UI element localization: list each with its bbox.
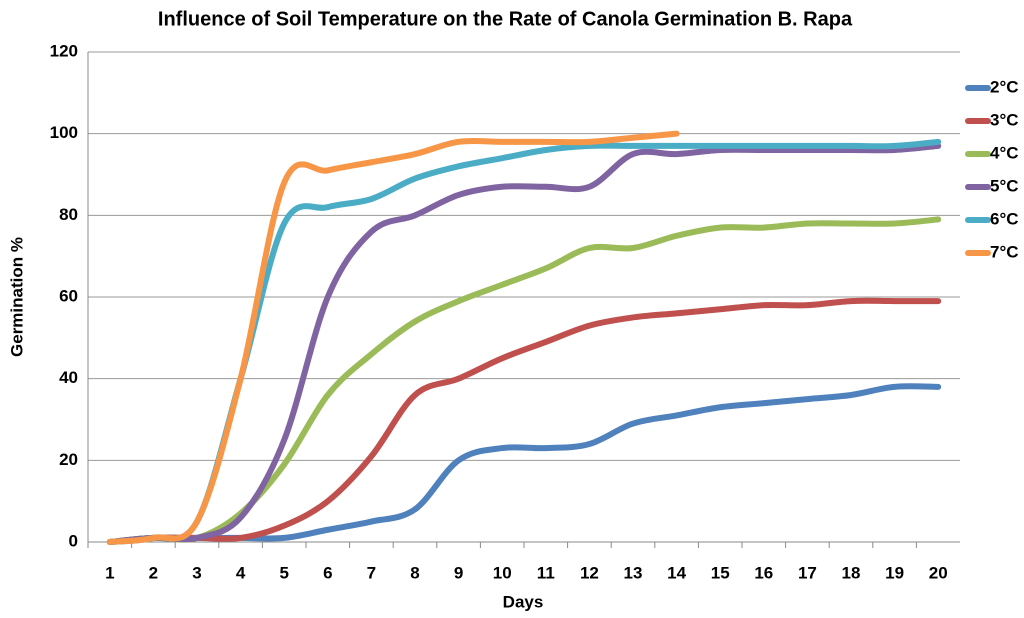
y-tick-label: 60 bbox=[59, 286, 78, 305]
chart-title: Influence of Soil Temperature on the Rat… bbox=[158, 8, 853, 30]
x-tick-label: 11 bbox=[537, 563, 555, 582]
x-tick-label: 10 bbox=[493, 563, 512, 582]
series-line bbox=[106, 297, 942, 545]
x-tick-label: 1 bbox=[105, 563, 114, 582]
x-tick-label: 14 bbox=[667, 563, 686, 582]
x-tick-label: 16 bbox=[754, 563, 773, 582]
x-tick-label: 20 bbox=[929, 563, 948, 582]
x-tick-label: 8 bbox=[410, 563, 419, 582]
x-tick-label: 4 bbox=[236, 563, 246, 582]
x-tick-label: 13 bbox=[624, 563, 643, 582]
legend-label: 7°C bbox=[990, 242, 1019, 261]
legend-label: 5°C bbox=[990, 176, 1019, 195]
legend-label: 4°C bbox=[990, 143, 1019, 162]
x-tick-label: 6 bbox=[323, 563, 332, 582]
y-tick-label: 40 bbox=[59, 368, 78, 387]
x-axis-label: Days bbox=[503, 592, 544, 611]
y-tick-label: 80 bbox=[59, 205, 78, 224]
y-axis-label: Germination % bbox=[7, 237, 26, 357]
legend-label: 6°C bbox=[990, 209, 1019, 228]
x-tick-label: 19 bbox=[885, 563, 904, 582]
y-tick-label: 20 bbox=[59, 450, 78, 469]
series-line bbox=[106, 142, 942, 545]
x-tick-label: 9 bbox=[454, 563, 463, 582]
y-tick-label: 120 bbox=[50, 41, 78, 60]
y-tick-label: 100 bbox=[50, 123, 78, 142]
legend-label: 3°C bbox=[990, 110, 1019, 129]
x-tick-label: 17 bbox=[798, 563, 817, 582]
x-tick-label: 3 bbox=[192, 563, 201, 582]
x-tick-label: 15 bbox=[711, 563, 730, 582]
x-tick-label: 5 bbox=[279, 563, 288, 582]
series-line bbox=[106, 130, 680, 545]
x-tick-label: 12 bbox=[580, 563, 599, 582]
series-line bbox=[106, 138, 942, 545]
series-line bbox=[106, 216, 942, 545]
x-tick-label: 18 bbox=[842, 563, 861, 582]
legend-label: 2°C bbox=[990, 77, 1019, 96]
x-tick-label: 2 bbox=[149, 563, 158, 582]
x-tick-label: 7 bbox=[367, 563, 376, 582]
y-tick-label: 0 bbox=[69, 531, 78, 550]
